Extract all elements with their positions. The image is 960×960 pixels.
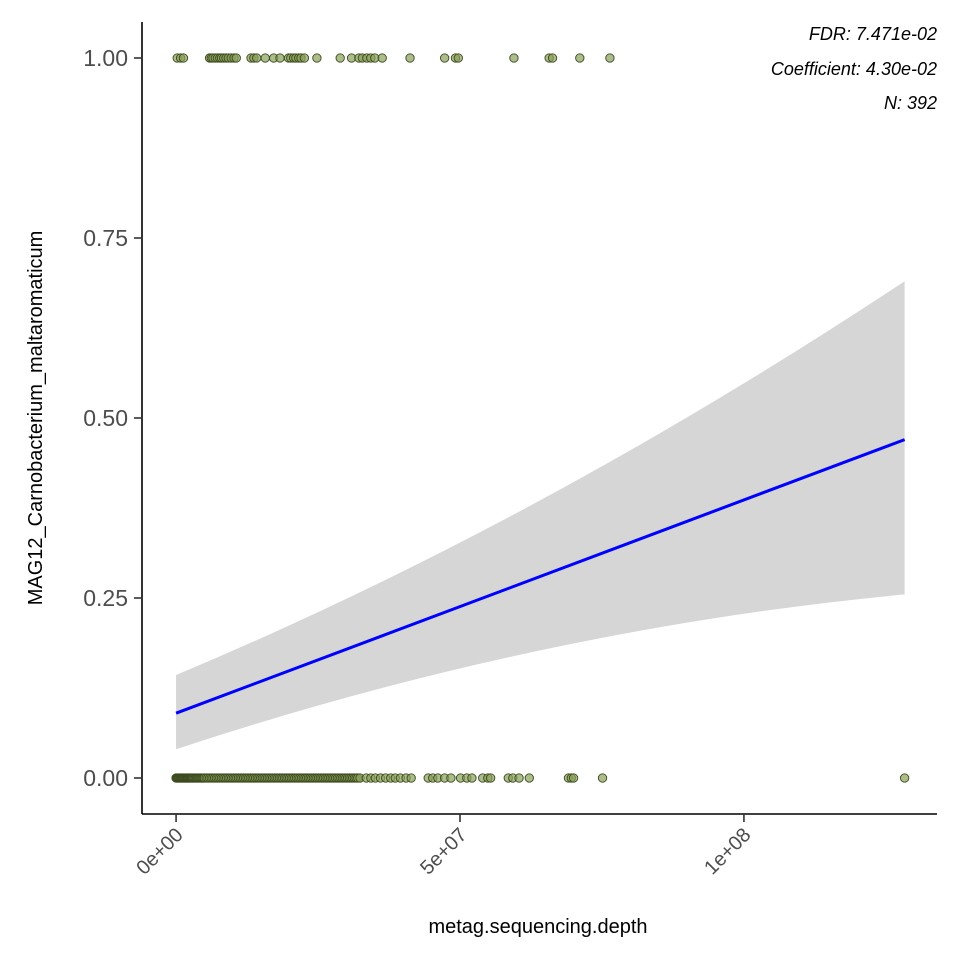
y-tick-label: 1.00 (83, 45, 128, 71)
data-point (509, 53, 519, 63)
data-point (453, 53, 463, 63)
y-tick-label: 0.50 (83, 405, 128, 431)
y-tick-label: 0.25 (83, 585, 128, 611)
confidence-band (176, 281, 905, 750)
data-point (440, 53, 450, 63)
data-point (605, 53, 615, 63)
fit-line (175, 438, 906, 715)
x-axis-title: metag.sequencing.depth (428, 916, 647, 938)
data-point (486, 773, 496, 783)
data-point (405, 53, 415, 63)
data-point (899, 773, 910, 783)
points-layer (171, 53, 910, 783)
data-point (252, 53, 262, 63)
x-tick-label: 5e+07 (416, 824, 471, 879)
data-point (467, 773, 477, 783)
y-tick-label: 0.00 (83, 765, 128, 791)
data-point (312, 53, 322, 63)
data-point (446, 773, 456, 783)
data-point (231, 53, 241, 63)
data-point (406, 773, 416, 783)
data-point (377, 53, 387, 63)
y-axis-title: MAG12_Carnobacterium_maltaromaticum (25, 231, 47, 606)
y-tick-label: 0.75 (83, 225, 128, 251)
confidence-band-layer (176, 281, 905, 750)
data-point (514, 773, 524, 783)
data-point (597, 773, 608, 783)
coefficient-annotation: Coefficient: 4.30e-02 (771, 59, 937, 79)
data-point (568, 773, 579, 783)
data-point (260, 53, 270, 63)
data-point (299, 53, 310, 63)
fdr-annotation: FDR: 7.471e-02 (809, 24, 937, 44)
fit-line-layer (175, 438, 906, 715)
data-point (178, 53, 189, 63)
data-point (547, 53, 558, 63)
data-point (575, 53, 585, 63)
data-point (524, 773, 534, 783)
n-annotation: N: 392 (884, 93, 937, 113)
x-tick-label: 0e+00 (132, 824, 187, 879)
x-tick-label: 1e+08 (700, 824, 755, 879)
data-point (275, 53, 285, 63)
data-point (335, 53, 345, 63)
